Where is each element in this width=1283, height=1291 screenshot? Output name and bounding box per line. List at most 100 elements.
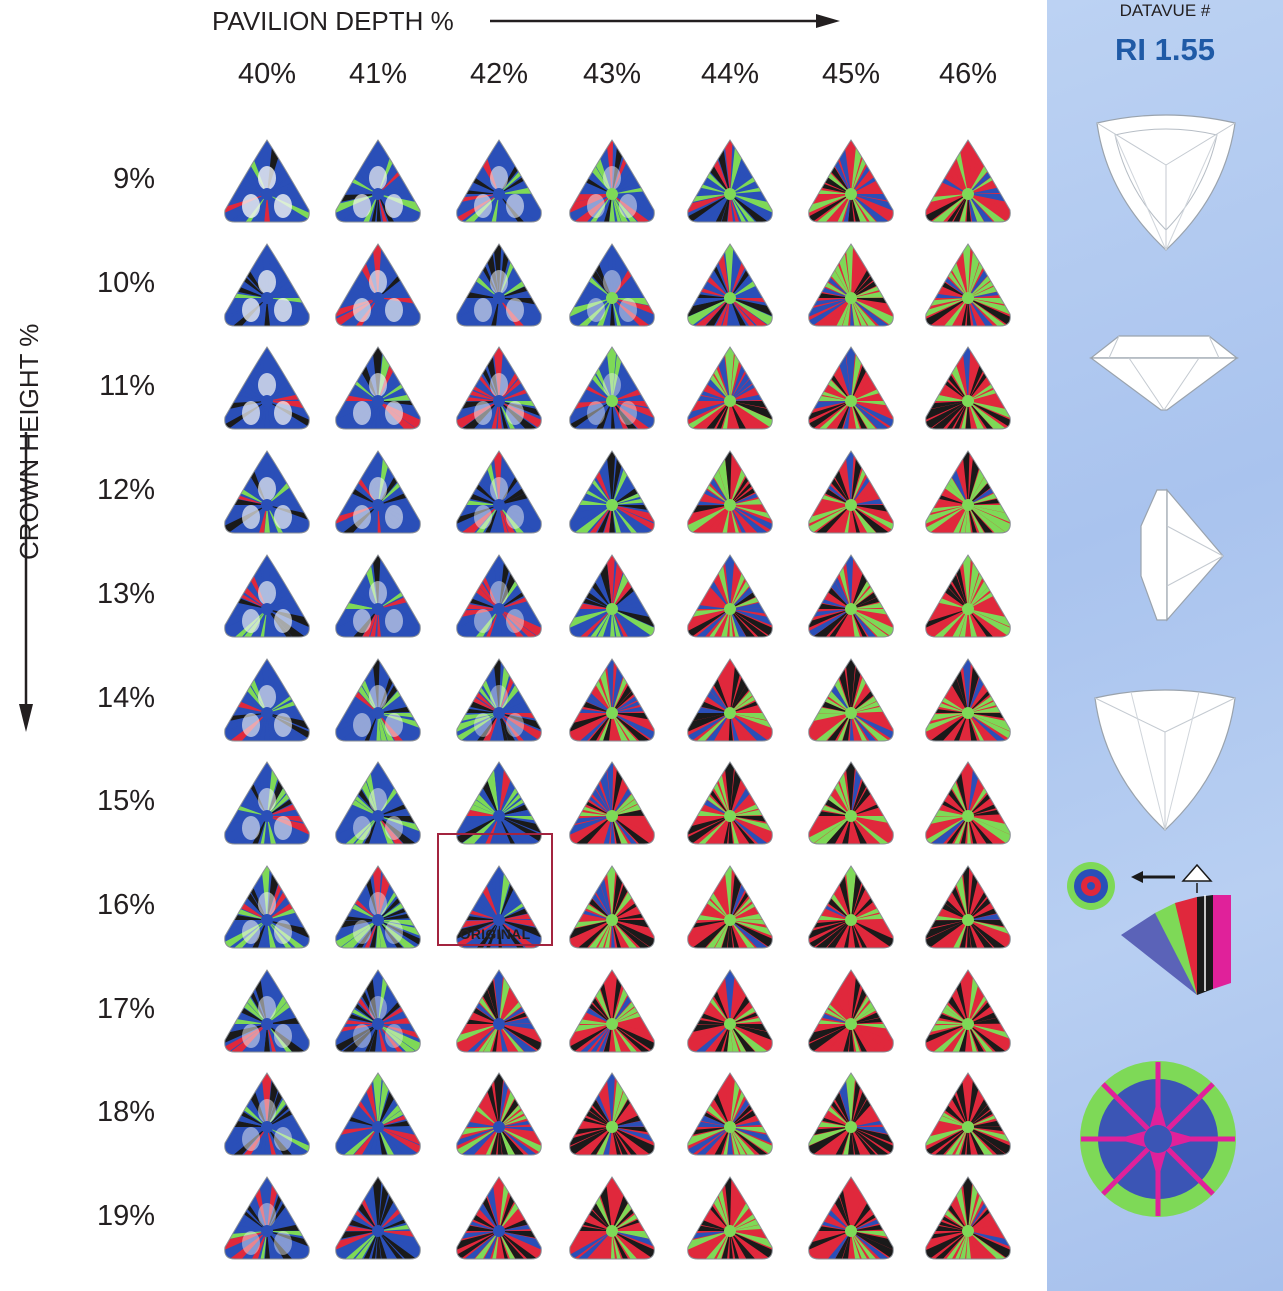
gem-pavilion-41-crown-17: [335, 969, 421, 1053]
gem-pavilion-43-crown-16: [569, 865, 655, 949]
gem-pavilion-44-crown-16: [687, 865, 773, 949]
gem-pavilion-43-crown-9: [569, 139, 655, 223]
gem-pavilion-41-crown-13: [335, 554, 421, 638]
original-label: ORIGINAL: [459, 926, 531, 942]
gem-pavilion-45-crown-13: [808, 554, 894, 638]
gem-pavilion-44-crown-19: [687, 1176, 773, 1260]
gem-pavilion-43-crown-13: [569, 554, 655, 638]
gem-pavilion-46-crown-16: [925, 865, 1011, 949]
crown-height-19: 19%: [96, 1200, 155, 1232]
gem-pavilion-45-crown-17: [808, 969, 894, 1053]
crown-height-18: 18%: [96, 1096, 155, 1128]
side-view: [1089, 335, 1239, 411]
gem-pavilion-45-crown-15: [808, 761, 894, 845]
gem-pavilion-46-crown-11: [925, 346, 1011, 430]
gem-pavilion-44-crown-18: [687, 1072, 773, 1156]
side-panel: DATAVUE # RI 1.55: [1047, 0, 1283, 1291]
gem-pavilion-46-crown-14: [925, 658, 1011, 742]
gem-pavilion-43-crown-12: [569, 450, 655, 534]
gem-pavilion-44-crown-12: [687, 450, 773, 534]
crown-height-9: 9%: [113, 163, 155, 195]
gem-pavilion-42-crown-16: [456, 865, 542, 949]
pavilion-depth-46: 46%: [938, 58, 998, 90]
pavilion-arrow-icon: [490, 14, 840, 28]
gem-pavilion-44-crown-10: [687, 243, 773, 327]
gem-pavilion-41-crown-15: [335, 761, 421, 845]
pavilion-depth-43: 43%: [582, 58, 642, 90]
crown-height-15: 15%: [96, 785, 155, 817]
gem-pavilion-40-crown-9: [224, 139, 310, 223]
gem-pavilion-43-crown-18: [569, 1072, 655, 1156]
gem-pavilion-42-crown-11: [456, 346, 542, 430]
gem-pavilion-44-crown-11: [687, 346, 773, 430]
gem-pavilion-40-crown-15: [224, 761, 310, 845]
gem-pavilion-42-crown-19: [456, 1176, 542, 1260]
gem-pavilion-44-crown-13: [687, 554, 773, 638]
gem-pavilion-46-crown-15: [925, 761, 1011, 845]
pavilion-depth-44: 44%: [700, 58, 760, 90]
gem-pavilion-41-crown-18: [335, 1072, 421, 1156]
gem-pavilion-46-crown-18: [925, 1072, 1011, 1156]
gem-pavilion-40-crown-16: [224, 865, 310, 949]
tilt-pattern: [1080, 1061, 1236, 1217]
gem-pavilion-46-crown-10: [925, 243, 1011, 327]
gem-pavilion-41-crown-12: [335, 450, 421, 534]
pavilion-depth-label: PAVILION DEPTH %: [212, 6, 454, 36]
gem-pavilion-41-crown-16: [335, 865, 421, 949]
pavilion-view: [1094, 689, 1236, 831]
gem-pavilion-42-crown-13: [456, 554, 542, 638]
gem-pavilion-45-crown-14: [808, 658, 894, 742]
gem-pavilion-41-crown-10: [335, 243, 421, 327]
tilt-diagram: [1067, 862, 1231, 995]
crown-height-10: 10%: [96, 267, 155, 299]
gem-pavilion-40-crown-13: [224, 554, 310, 638]
gem-pavilion-41-crown-11: [335, 346, 421, 430]
gem-pavilion-40-crown-19: [224, 1176, 310, 1260]
gem-pavilion-41-crown-9: [335, 139, 421, 223]
gem-pavilion-43-crown-15: [569, 761, 655, 845]
gem-pavilion-40-crown-17: [224, 969, 310, 1053]
gem-pavilion-45-crown-19: [808, 1176, 894, 1260]
crown-height-16: 16%: [96, 889, 155, 921]
gem-pavilion-46-crown-13: [925, 554, 1011, 638]
top-view: [1096, 114, 1236, 251]
gem-pavilion-42-crown-10: [456, 243, 542, 327]
gem-pavilion-46-crown-17: [925, 969, 1011, 1053]
gem-pavilion-40-crown-14: [224, 658, 310, 742]
pavilion-depth-42: 42%: [469, 58, 529, 90]
gem-pavilion-45-crown-18: [808, 1072, 894, 1156]
gem-pavilion-44-crown-14: [687, 658, 773, 742]
gem-pavilion-42-crown-18: [456, 1072, 542, 1156]
gem-pavilion-40-crown-12: [224, 450, 310, 534]
gem-pavilion-40-crown-11: [224, 346, 310, 430]
gem-pavilion-44-crown-17: [687, 969, 773, 1053]
crown-arrow-icon: [19, 432, 33, 732]
gem-pavilion-42-crown-15: [456, 761, 542, 845]
gem-pavilion-42-crown-12: [456, 450, 542, 534]
gem-pavilion-45-crown-12: [808, 450, 894, 534]
gem-pavilion-42-crown-17: [456, 969, 542, 1053]
gem-pavilion-45-crown-16: [808, 865, 894, 949]
gem-pavilion-43-crown-17: [569, 969, 655, 1053]
gem-pavilion-43-crown-14: [569, 658, 655, 742]
crown-height-12: 12%: [96, 474, 155, 506]
gem-pavilion-44-crown-15: [687, 761, 773, 845]
pavilion-depth-41: 41%: [348, 58, 408, 90]
gem-pavilion-45-crown-9: [808, 139, 894, 223]
gem-pavilion-43-crown-11: [569, 346, 655, 430]
gem-pavilion-46-crown-9: [925, 139, 1011, 223]
original-highlight: ORIGINAL: [437, 833, 553, 946]
gem-pavilion-45-crown-11: [808, 346, 894, 430]
gem-pavilion-43-crown-19: [569, 1176, 655, 1260]
gem-pavilion-41-crown-19: [335, 1176, 421, 1260]
gem-pavilion-40-crown-18: [224, 1072, 310, 1156]
crown-height-14: 14%: [96, 682, 155, 714]
ri-value: RI 1.55: [1115, 32, 1215, 67]
crown-height-11: 11%: [99, 370, 155, 402]
gem-pavilion-40-crown-10: [224, 243, 310, 327]
gem-pavilion-46-crown-12: [925, 450, 1011, 534]
gem-pavilion-44-crown-9: [687, 139, 773, 223]
crown-axis: CROWN HEIGHT %: [8, 150, 48, 732]
gem-pavilion-41-crown-14: [335, 658, 421, 742]
gem-pavilion-42-crown-9: [456, 139, 542, 223]
